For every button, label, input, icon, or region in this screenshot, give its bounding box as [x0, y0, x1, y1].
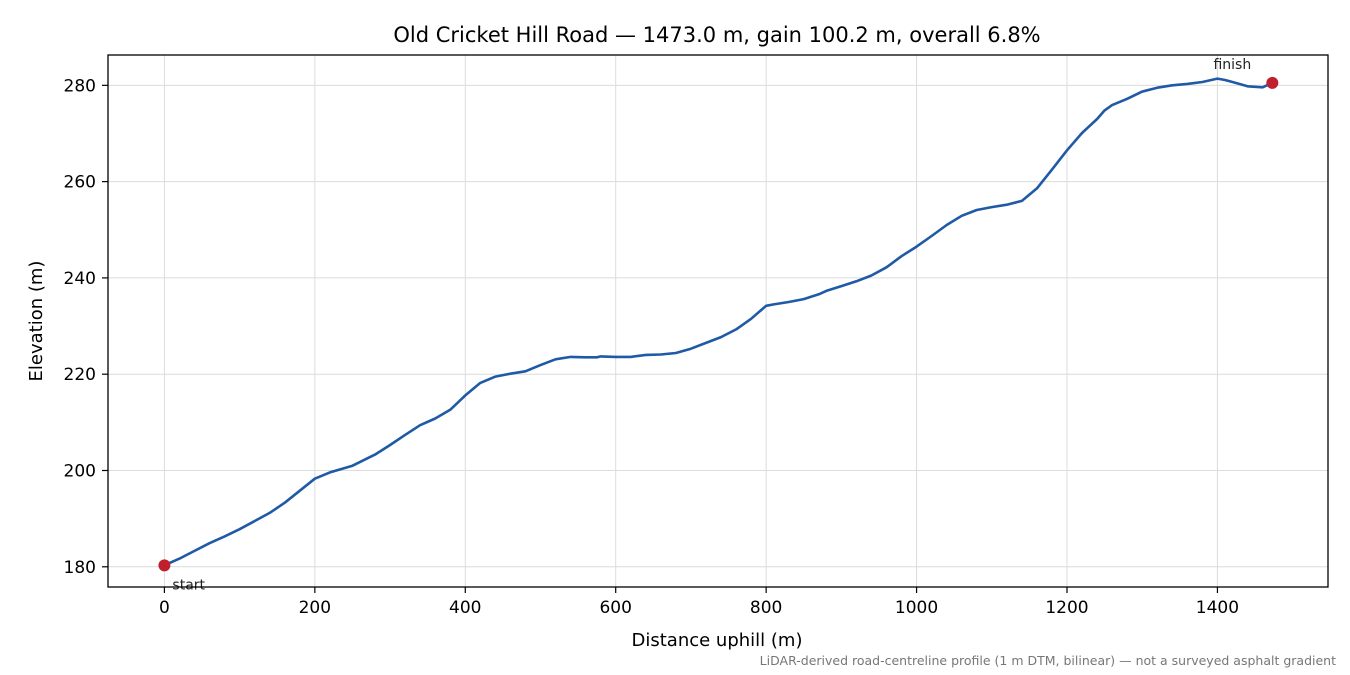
start-marker: [158, 559, 171, 572]
finish-label: finish: [1213, 57, 1251, 73]
x-tick-label: 400: [449, 598, 481, 618]
x-axis-label: Distance uphill (m): [632, 630, 803, 651]
x-tick-label: 600: [599, 598, 631, 618]
chart-title: Old Cricket Hill Road — 1473.0 m, gain 1…: [393, 23, 1040, 47]
x-tick-label: 1400: [1196, 598, 1239, 618]
x-tick-label: 1000: [895, 598, 938, 618]
start-label: start: [172, 577, 205, 593]
x-tick-label: 0: [159, 598, 170, 618]
y-tick-label: 200: [64, 461, 96, 481]
y-tick-label: 220: [64, 365, 96, 385]
x-tick-label: 1200: [1045, 598, 1088, 618]
x-tick-label: 200: [299, 598, 331, 618]
y-axis-label: Elevation (m): [26, 261, 47, 382]
grid: [108, 55, 1328, 587]
x-axis: 0 200 400 600 800 1000 1200 1400: [159, 587, 1239, 618]
y-tick-label: 280: [64, 76, 96, 96]
footnote: LiDAR-derived road-centreline profile (1…: [760, 653, 1336, 668]
finish-marker: [1266, 76, 1279, 89]
x-tick-label: 800: [750, 598, 782, 618]
y-tick-label: 180: [64, 558, 96, 578]
plot-frame: [107, 54, 1329, 588]
y-tick-label: 240: [64, 269, 96, 289]
elevation-profile-line: [163, 77, 1274, 567]
y-tick-label: 260: [64, 173, 96, 193]
y-axis: 180 200 220 240 260 280: [64, 76, 108, 578]
